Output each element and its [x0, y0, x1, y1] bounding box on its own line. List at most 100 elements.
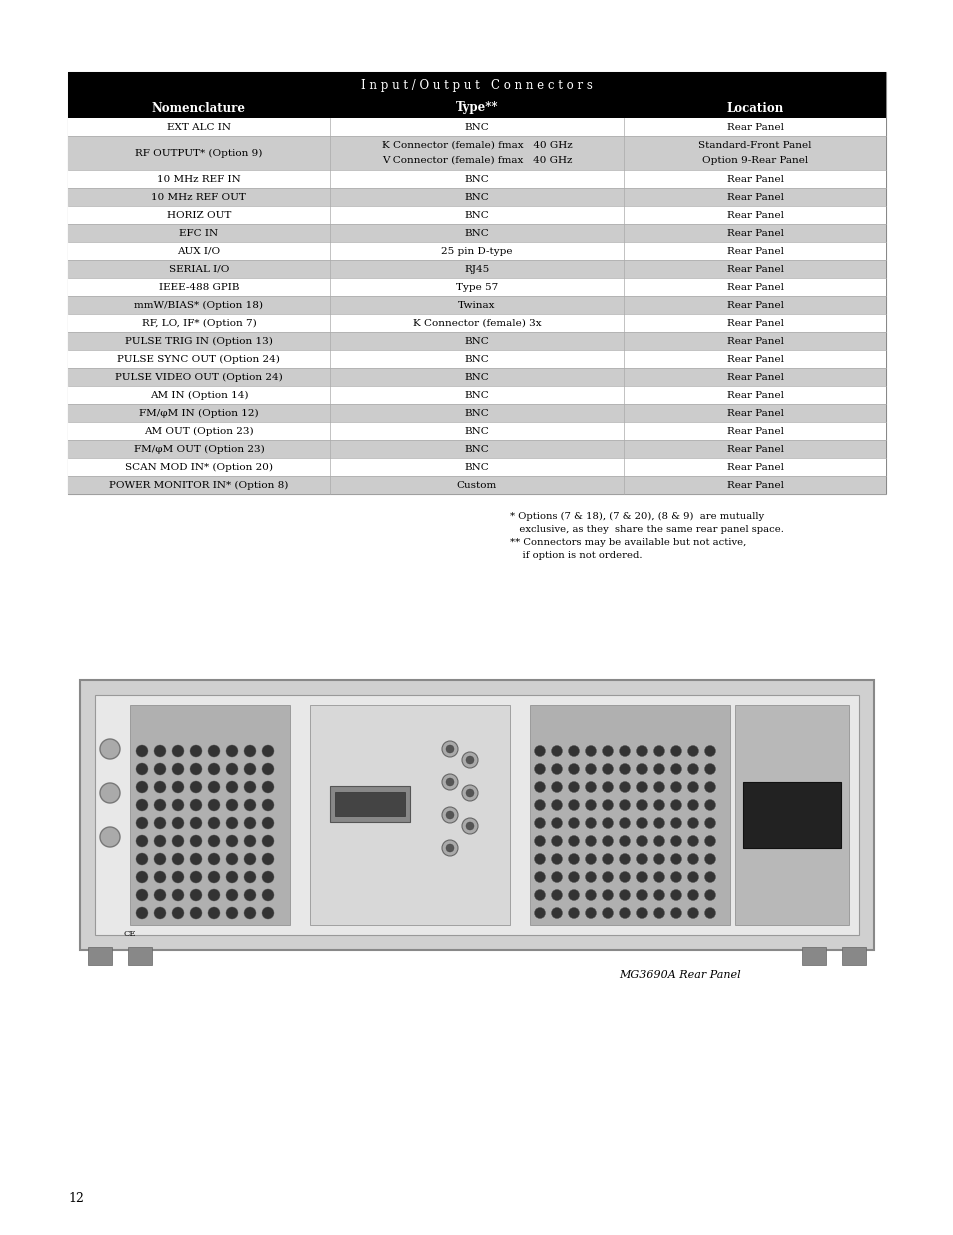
Text: 12: 12 — [68, 1192, 84, 1205]
Bar — [68, 314, 885, 332]
Circle shape — [703, 908, 715, 919]
Circle shape — [244, 745, 255, 757]
Text: Rear Panel: Rear Panel — [726, 445, 782, 453]
Circle shape — [551, 782, 562, 793]
Text: 25 pin D-type: 25 pin D-type — [441, 247, 512, 256]
Circle shape — [653, 908, 664, 919]
Circle shape — [618, 763, 630, 774]
Circle shape — [226, 745, 237, 757]
Circle shape — [100, 783, 120, 803]
Circle shape — [208, 745, 220, 757]
Text: Rear Panel: Rear Panel — [726, 264, 782, 273]
Circle shape — [636, 836, 647, 846]
Circle shape — [136, 853, 148, 864]
Circle shape — [618, 908, 630, 919]
Circle shape — [226, 906, 237, 919]
Circle shape — [190, 853, 202, 864]
Circle shape — [670, 799, 680, 810]
Circle shape — [208, 853, 220, 864]
Circle shape — [687, 853, 698, 864]
Circle shape — [190, 818, 202, 829]
Circle shape — [602, 763, 613, 774]
Circle shape — [687, 746, 698, 757]
Circle shape — [568, 872, 578, 883]
Circle shape — [585, 763, 596, 774]
Bar — [68, 368, 885, 387]
Circle shape — [568, 782, 578, 793]
Text: Rear Panel: Rear Panel — [726, 247, 782, 256]
Circle shape — [585, 818, 596, 829]
Circle shape — [262, 853, 274, 864]
Bar — [130, 705, 290, 925]
Circle shape — [461, 785, 477, 802]
Circle shape — [585, 853, 596, 864]
Bar — [68, 206, 885, 224]
Circle shape — [244, 853, 255, 864]
Circle shape — [618, 872, 630, 883]
Circle shape — [153, 871, 166, 883]
Circle shape — [670, 836, 680, 846]
Bar — [68, 136, 885, 170]
Text: Type 57: Type 57 — [456, 283, 497, 291]
Circle shape — [244, 763, 255, 776]
Circle shape — [534, 872, 545, 883]
Circle shape — [703, 853, 715, 864]
Circle shape — [602, 782, 613, 793]
Text: BNC: BNC — [464, 122, 489, 131]
Circle shape — [190, 781, 202, 793]
Text: IEEE-488 GPIB: IEEE-488 GPIB — [158, 283, 239, 291]
Text: BNC: BNC — [464, 373, 489, 382]
Circle shape — [226, 835, 237, 847]
Text: Rear Panel: Rear Panel — [726, 480, 782, 489]
Circle shape — [172, 763, 184, 776]
Circle shape — [153, 835, 166, 847]
Circle shape — [153, 781, 166, 793]
Circle shape — [534, 889, 545, 900]
Text: V Connector (female) fmax   40 GHz: V Connector (female) fmax 40 GHz — [381, 156, 572, 165]
Bar — [68, 119, 885, 136]
Text: BNC: BNC — [464, 336, 489, 346]
Circle shape — [568, 836, 578, 846]
Text: if option is not ordered.: if option is not ordered. — [510, 551, 641, 559]
Circle shape — [244, 906, 255, 919]
Circle shape — [618, 818, 630, 829]
Circle shape — [585, 746, 596, 757]
Circle shape — [226, 889, 237, 902]
Text: Rear Panel: Rear Panel — [726, 122, 782, 131]
Circle shape — [602, 746, 613, 757]
Bar — [68, 72, 885, 494]
Circle shape — [461, 818, 477, 834]
Circle shape — [136, 745, 148, 757]
Circle shape — [226, 763, 237, 776]
Text: CE: CE — [124, 930, 136, 939]
Circle shape — [653, 818, 664, 829]
Circle shape — [262, 871, 274, 883]
Text: 10 MHz REF IN: 10 MHz REF IN — [157, 174, 240, 184]
Text: Standard-Front Panel: Standard-Front Panel — [698, 141, 811, 149]
Circle shape — [534, 799, 545, 810]
Text: SCAN MOD IN* (Option 20): SCAN MOD IN* (Option 20) — [125, 462, 273, 472]
Circle shape — [153, 889, 166, 902]
Circle shape — [703, 799, 715, 810]
Circle shape — [618, 889, 630, 900]
Text: FM/φM OUT (Option 23): FM/φM OUT (Option 23) — [133, 445, 264, 453]
Circle shape — [446, 745, 454, 753]
Circle shape — [568, 818, 578, 829]
Circle shape — [618, 746, 630, 757]
Text: EFC IN: EFC IN — [179, 228, 218, 237]
Circle shape — [208, 835, 220, 847]
Circle shape — [551, 763, 562, 774]
Text: RJ45: RJ45 — [464, 264, 489, 273]
Circle shape — [153, 799, 166, 811]
Circle shape — [687, 763, 698, 774]
Circle shape — [551, 908, 562, 919]
Circle shape — [100, 827, 120, 847]
Circle shape — [136, 763, 148, 776]
Circle shape — [136, 889, 148, 902]
Text: AM OUT (Option 23): AM OUT (Option 23) — [144, 426, 253, 436]
Circle shape — [208, 781, 220, 793]
Circle shape — [551, 818, 562, 829]
Bar — [68, 440, 885, 458]
Circle shape — [687, 799, 698, 810]
Text: BNC: BNC — [464, 354, 489, 363]
